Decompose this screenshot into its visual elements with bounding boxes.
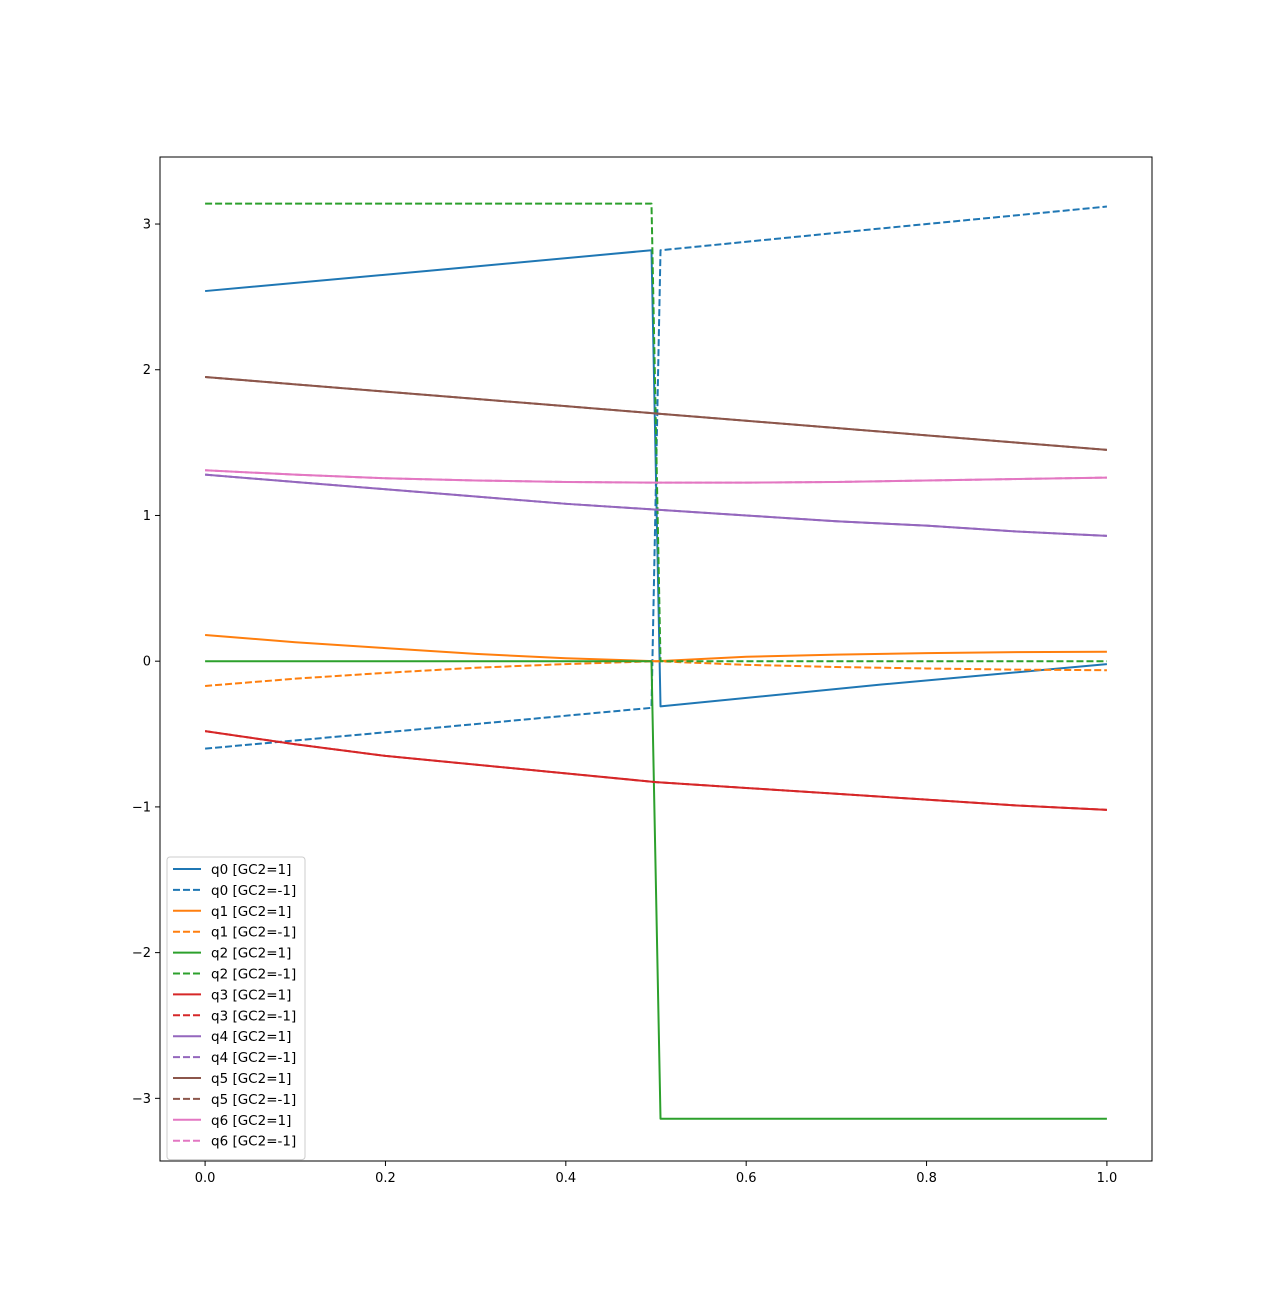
legend-label: q5 [GC2=1] bbox=[211, 1071, 291, 1087]
legend: q0 [GC2=1] q0 [GC2=-1] q1 [GC2=1] q1 [GC2=-… bbox=[166, 856, 306, 1161]
x-tick-label: 1.0 bbox=[1097, 1171, 1118, 1186]
series-line-1 bbox=[204, 205, 1108, 750]
y-tick-label: 2 bbox=[143, 363, 151, 378]
plot-frame bbox=[159, 156, 1153, 1162]
legend-label: q2 [GC2=-1] bbox=[211, 967, 296, 983]
legend-label: q6 [GC2=1] bbox=[211, 1113, 291, 1129]
legend-label: q0 [GC2=-1] bbox=[211, 883, 296, 899]
legend-label: q5 [GC2=-1] bbox=[211, 1092, 296, 1108]
y-axis: −3 −2 −1 0 1 2 3 bbox=[132, 218, 160, 1107]
legend-label: q1 [GC2=-1] bbox=[211, 925, 296, 941]
y-tick-label: −1 bbox=[132, 800, 151, 815]
series-line-7 bbox=[204, 730, 1107, 811]
y-tick-label: 3 bbox=[143, 218, 151, 233]
legend-label: q6 [GC2=-1] bbox=[211, 1134, 296, 1150]
series-line-13 bbox=[205, 469, 1107, 484]
series-line-3 bbox=[205, 660, 1107, 687]
series-line-11 bbox=[205, 376, 1107, 451]
y-tick-label: −3 bbox=[132, 1092, 151, 1107]
series-line-6 bbox=[204, 730, 1107, 811]
legend-label: q3 [GC2=1] bbox=[211, 987, 291, 1003]
y-tick-label: −2 bbox=[132, 946, 151, 961]
legend-label: q4 [GC2=-1] bbox=[211, 1050, 296, 1066]
series-line-9 bbox=[205, 473, 1107, 537]
legend-label: q4 [GC2=1] bbox=[211, 1029, 291, 1045]
legend-label: q3 [GC2=-1] bbox=[211, 1008, 296, 1024]
y-tick-label: 1 bbox=[143, 509, 151, 524]
legend-label: q0 [GC2=1] bbox=[211, 862, 291, 878]
series-line-5 bbox=[205, 202, 1107, 663]
x-tick-label: 0.0 bbox=[195, 1171, 216, 1186]
x-tick-label: 0.2 bbox=[375, 1171, 396, 1186]
y-tick-label: 0 bbox=[143, 655, 151, 670]
series-line-2 bbox=[205, 633, 1107, 663]
series-line-4 bbox=[205, 660, 1107, 1120]
x-tick-label: 0.4 bbox=[555, 1171, 576, 1186]
series-layer bbox=[204, 202, 1108, 1120]
legend-box bbox=[166, 856, 306, 1161]
x-axis: 0.0 0.2 0.4 0.6 0.8 1.0 bbox=[195, 1161, 1118, 1186]
legend-label: q2 [GC2=1] bbox=[211, 946, 291, 962]
legend-label: q1 [GC2=1] bbox=[211, 904, 291, 920]
x-tick-label: 0.6 bbox=[736, 1171, 757, 1186]
x-tick-label: 0.8 bbox=[916, 1171, 937, 1186]
